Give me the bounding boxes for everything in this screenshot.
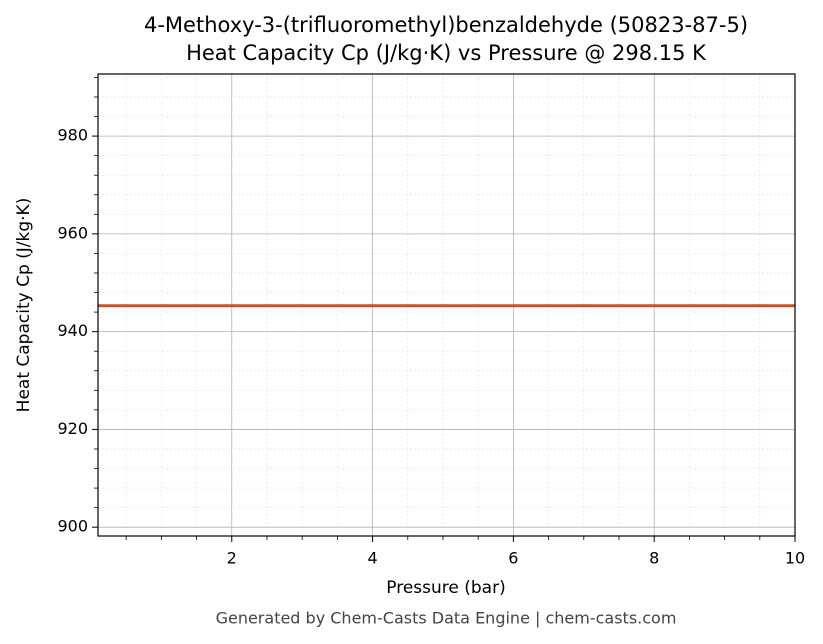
footer: Generated by Chem-Casts Data Engine | ch… bbox=[216, 609, 677, 628]
x-tick-label: 2 bbox=[227, 549, 237, 568]
chart-title: 4-Methoxy-3-(trifluoromethyl)benzaldehyd… bbox=[144, 13, 748, 37]
x-tick-label: 8 bbox=[649, 549, 659, 568]
x-tick-label: 4 bbox=[367, 549, 377, 568]
x-tick-label: 10 bbox=[785, 549, 805, 568]
y-tick-label: 920 bbox=[57, 419, 88, 438]
x-tick-label: 6 bbox=[508, 549, 518, 568]
plot-frame bbox=[97, 73, 796, 537]
y-tick-label: 980 bbox=[57, 126, 88, 145]
y-tick-label: 940 bbox=[57, 321, 88, 340]
chart-subtitle: Heat Capacity Cp (J/kg·K) vs Pressure @ … bbox=[186, 41, 707, 65]
y-tick-label: 960 bbox=[57, 223, 88, 242]
y-axis-label: Heat Capacity Cp (J/kg·K) bbox=[14, 198, 34, 413]
y-tick-label: 900 bbox=[57, 517, 88, 536]
x-axis-label: Pressure (bar) bbox=[386, 578, 505, 598]
